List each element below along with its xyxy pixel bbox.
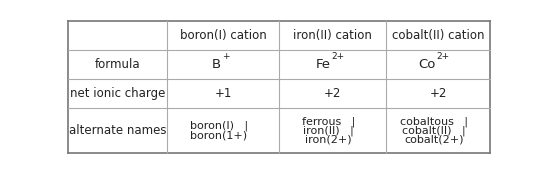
Text: alternate names: alternate names xyxy=(69,124,166,137)
Text: boron(I)   |: boron(I) | xyxy=(190,121,248,131)
Text: +2: +2 xyxy=(324,87,341,100)
Text: boron(I) cation: boron(I) cation xyxy=(180,29,267,42)
Text: cobalt(II)   |: cobalt(II) | xyxy=(402,125,466,136)
Text: cobalt(II) cation: cobalt(II) cation xyxy=(392,29,484,42)
Text: +2: +2 xyxy=(429,87,447,100)
Text: boron(1+): boron(1+) xyxy=(190,130,248,140)
Text: ferrous   |: ferrous | xyxy=(302,116,355,127)
Text: Fe: Fe xyxy=(316,58,330,71)
Text: 2+: 2+ xyxy=(437,52,450,61)
Text: iron(2+): iron(2+) xyxy=(305,135,351,145)
Text: 2+: 2+ xyxy=(331,52,344,61)
Text: iron(II)   |: iron(II) | xyxy=(303,125,354,136)
Text: +1: +1 xyxy=(214,87,232,100)
Text: net ionic charge: net ionic charge xyxy=(70,87,165,100)
Text: cobalt(2+): cobalt(2+) xyxy=(404,135,463,145)
Text: +: + xyxy=(221,52,229,61)
Text: iron(II) cation: iron(II) cation xyxy=(293,29,372,42)
Text: cobaltous   |: cobaltous | xyxy=(400,116,468,127)
Text: Co: Co xyxy=(418,58,436,71)
Text: formula: formula xyxy=(95,58,140,71)
Text: B: B xyxy=(212,58,221,71)
